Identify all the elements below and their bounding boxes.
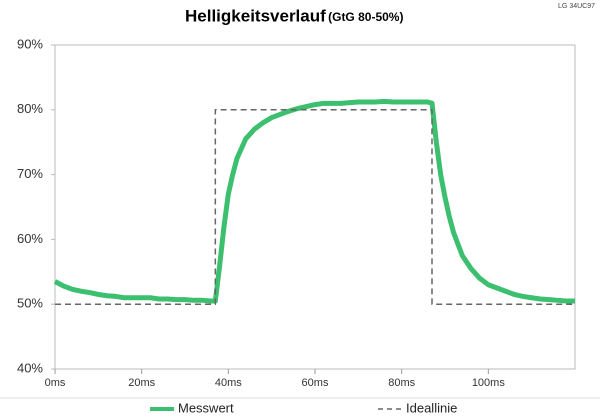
y-tick-label: 60% [17,231,43,246]
y-tick-label: 70% [17,166,43,181]
y-tick-label: 90% [17,36,43,51]
x-tick-label: 40ms [215,377,242,389]
ideal-line [55,109,575,305]
x-tick-label: 20ms [128,377,155,389]
y-tick-label: 80% [17,101,43,116]
x-tick-label: 100ms [472,377,506,389]
chart-subtitle: (GtG 80-50%) [328,10,403,24]
y-tick-label: 40% [17,360,43,375]
x-tick-label: 60ms [302,377,329,389]
x-tick-label: 0ms [45,377,66,389]
annotation: LG 34UC97 [558,3,595,10]
legend-label: Messwert [178,400,234,415]
chart-title: Helligkeitsverlauf [185,6,326,25]
legend-label: Ideallinie [406,400,457,415]
y-tick-label: 50% [17,296,43,311]
x-tick-label: 80ms [388,377,415,389]
measured-line [53,98,575,304]
